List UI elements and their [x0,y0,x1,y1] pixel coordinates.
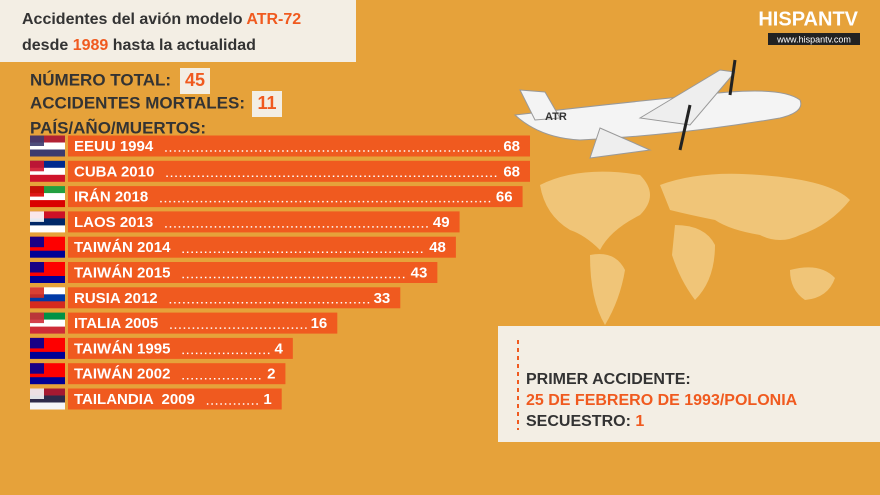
header-line2: desde 1989 hasta la actualidad [22,37,256,54]
plane: ATR [513,59,802,159]
value-label: 2 [267,366,275,383]
header-model: ATR-72 [246,11,301,28]
flag-canton [30,388,44,399]
flag [30,160,65,169]
hijack-label: SECUESTRO: 1 [526,413,644,430]
first-value: 25 DE FEBRERO DE 1993/POLONIA [526,392,798,409]
bar [68,363,286,385]
flag [30,135,65,143]
flag [30,370,65,378]
flag [30,363,65,371]
category-label: TAIWÁN 2002 [74,366,170,383]
flag [30,149,65,157]
hijack-label-text: SECUESTRO: [526,413,631,430]
flag [30,294,65,302]
header-year: 1989 [73,37,109,54]
total-label: NÚMERO TOTAL: [30,70,171,89]
world-map [540,171,850,325]
value-label: 33 [374,290,391,307]
flag-canton [30,363,44,374]
category-label: TAIWÁN 2014 [74,239,171,256]
total-value: 45 [185,70,205,90]
flag-canton [30,287,44,298]
category-label: RUSIA 2012 [74,290,158,307]
header-line1: Accidentes del avión modelo ATR-72 [22,11,301,28]
plane-logo: ATR [545,111,567,123]
flag [30,301,65,309]
header-text: desde [22,37,68,54]
chart-title: PAÍS/AÑO/MUERTOS: [30,117,206,137]
fatal-value: 11 [257,93,276,113]
value-label: 4 [274,340,283,357]
info-box [498,326,880,442]
flag [30,211,65,219]
value-label: 1 [263,391,271,408]
flag [30,312,65,321]
flag [30,218,65,226]
flag-canton [30,211,44,222]
flag [30,388,65,396]
flag [30,174,65,182]
flag [30,193,65,201]
flag [30,402,65,410]
flag [30,319,65,328]
first-label: PRIMER ACCIDENTE: [526,371,691,388]
value-label: 68 [503,163,520,180]
category-label: IRÁN 2018 [74,189,148,206]
flag-canton [30,186,44,197]
logo-url: www.hispantv.com [776,34,851,44]
flag [30,337,65,346]
flag-canton [30,236,44,248]
total-bg [180,68,210,94]
flag [30,225,65,233]
logo-url-bg [768,33,860,45]
header-text: Accidentes del avión modelo [22,11,243,28]
header-box [0,0,356,62]
bar [68,287,401,309]
flag-canton [30,312,44,324]
flag [30,269,65,277]
category-label: TAIWÁN 2015 [74,264,170,281]
flag [30,142,65,150]
flag [30,167,65,176]
flag [30,344,65,353]
flag [30,395,65,403]
flag [30,236,65,245]
flag-canton [30,135,44,146]
flag [30,243,65,252]
value-label: 16 [311,315,328,332]
flag [30,186,65,194]
flag-canton [30,262,44,273]
flag [30,250,65,258]
bar [68,388,282,410]
flag-canton [30,337,44,349]
value-label: 66 [496,189,513,206]
value-label: 48 [429,239,446,256]
bar-chart: EEUU 1994 68 CUBA 2010 68 IRÁN 2018 66 LAOS 20… [30,135,530,410]
category-label: TAIWÁN 1995 [74,340,170,357]
hijack-value: 1 [635,413,644,430]
flag [30,326,65,334]
category-label: LAOS 2013 [74,214,153,231]
flag [30,287,65,295]
value-label: 43 [411,264,428,281]
flag [30,276,65,283]
flag [30,200,65,208]
header-text: hasta la actualidad [113,37,256,54]
flag-canton [30,160,44,172]
flag [30,262,65,270]
flag [30,351,65,359]
fatal-label: ACCIDENTES MORTALES: [30,93,245,112]
category-label: EEUU 1994 [74,138,154,155]
logo: HISPANTV [758,8,858,30]
fatal-bg [252,91,282,117]
value-label: 49 [433,214,450,231]
category-label: ITALIA 2005 [74,315,158,332]
value-label: 68 [503,138,520,155]
category-label: TAILANDIA 2009 [74,391,195,408]
category-label: CUBA 2010 [74,163,154,180]
flag [30,377,65,385]
